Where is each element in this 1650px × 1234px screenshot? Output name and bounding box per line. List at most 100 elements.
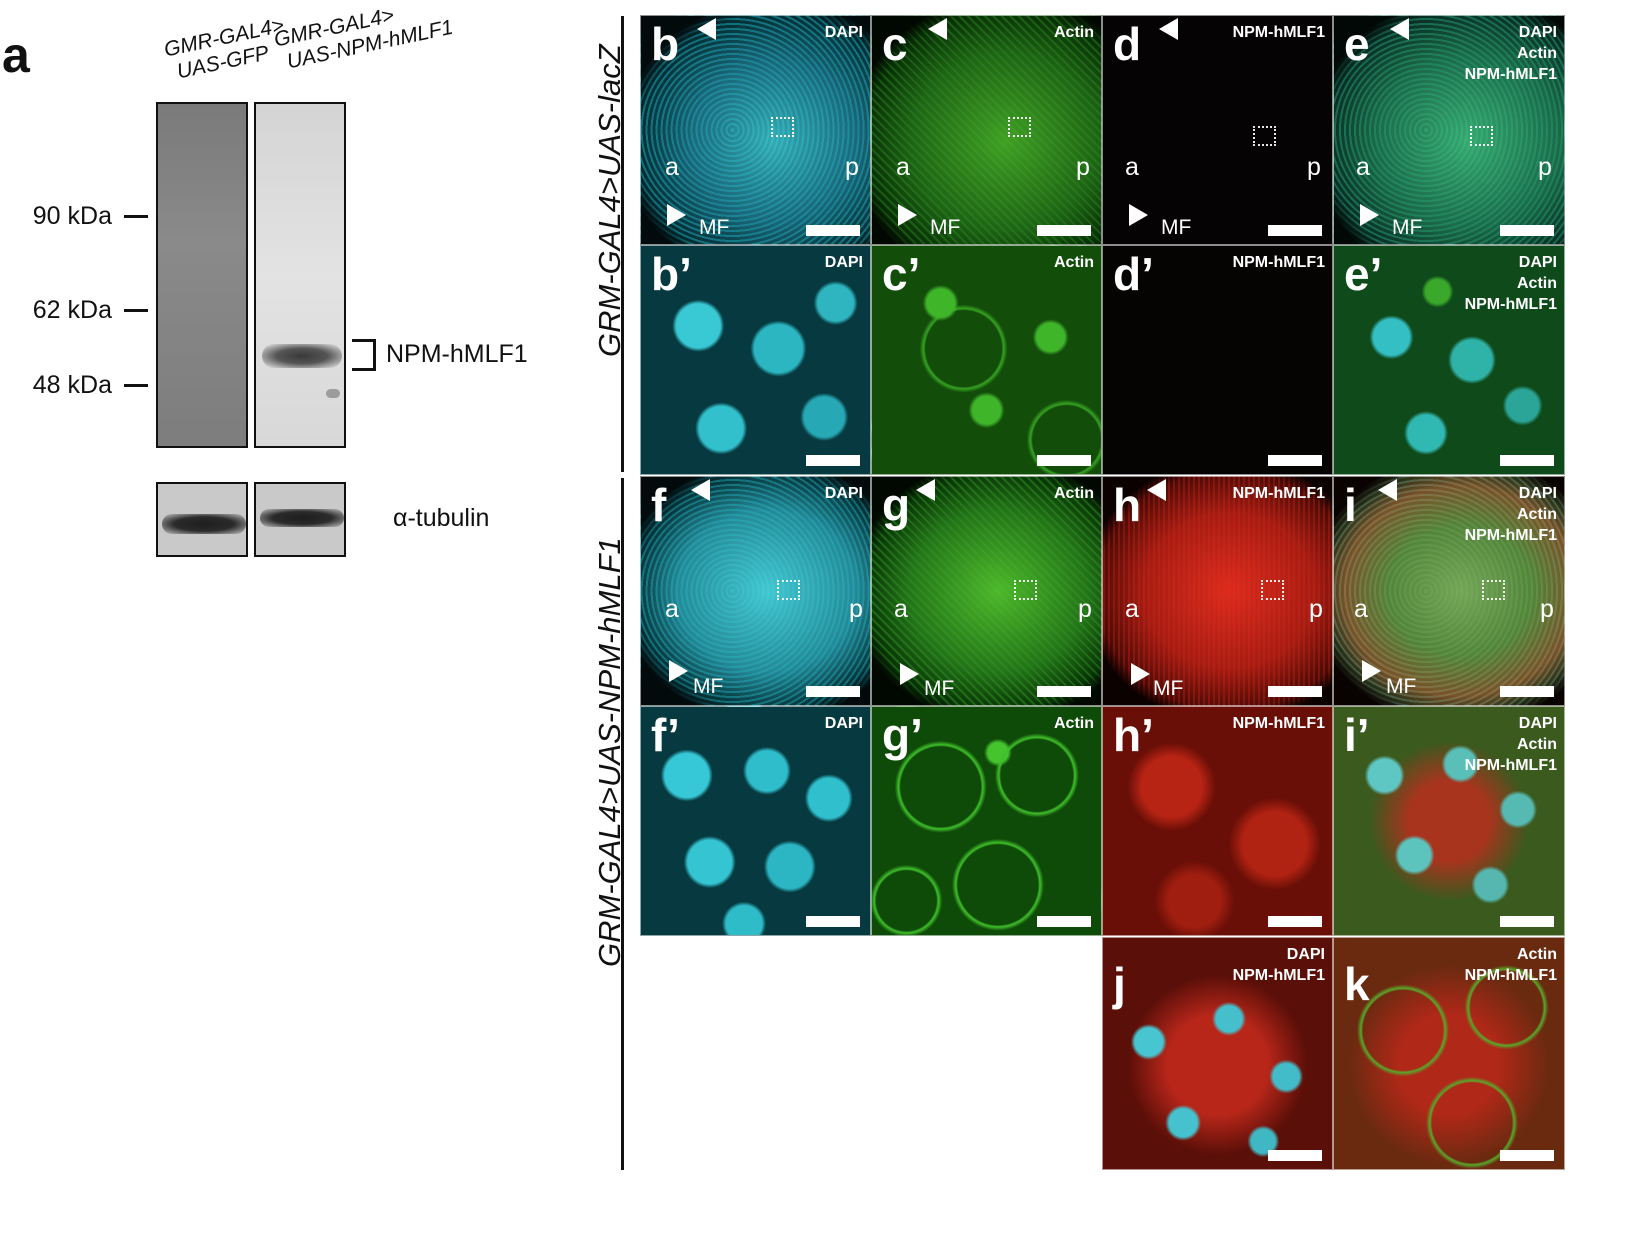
panel-letter-e: e (1344, 18, 1370, 70)
anterior-label-b: a (665, 153, 679, 181)
roi-box-d (1253, 126, 1276, 146)
scale-bar-c (1037, 225, 1091, 236)
stain-label-e-prime: DAPI Actin NPM-hMLF1 (1464, 254, 1557, 313)
posterior-label-h: p (1309, 595, 1323, 623)
panel-letter-j: j (1113, 958, 1126, 1010)
tile-g-prime-actin-zoom: g’ Actin (871, 706, 1102, 936)
tile-b-dapi-disc: b DAPI a p MF (640, 15, 871, 245)
marker-48kda-tick (124, 384, 148, 387)
marker-62kda-tick (124, 309, 148, 312)
roi-box-f (777, 580, 800, 600)
stain-label-b: DAPI (824, 24, 863, 41)
panel-letter-k: k (1344, 958, 1370, 1010)
tile-j-dapi-npm-zoom: j DAPI NPM-hMLF1 (1102, 937, 1333, 1170)
mf-label-c: MF (930, 216, 961, 239)
tile-e-prime-merge-zoom: e’ DAPI Actin NPM-hMLF1 (1333, 245, 1565, 475)
furrow-arrow-top-d (1159, 18, 1178, 40)
panel-letter-c-prime: c’ (882, 248, 921, 300)
marker-90kda: 90 kDa (32, 202, 112, 230)
lane-1-header: GMR-GAL4> UAS-GFP (162, 14, 291, 86)
scale-bar-g-prime (1037, 916, 1091, 927)
roi-box-h (1261, 580, 1284, 600)
mf-label-e: MF (1392, 216, 1423, 239)
tile-d-prime-npm-zoom: d’ NPM-hMLF1 (1102, 245, 1333, 475)
roi-box-c (1008, 117, 1031, 137)
panel-letter-d-prime: d’ (1113, 248, 1154, 300)
tile-i-prime-merge-zoom: i’ DAPI Actin NPM-hMLF1 (1333, 706, 1565, 936)
stain-label-b-prime: DAPI (824, 254, 863, 271)
panel-letter-g: g (882, 479, 911, 531)
furrow-arrow-bottom-h (1131, 663, 1150, 685)
tile-h-prime-npm-zoom: h’ NPM-hMLF1 (1102, 706, 1333, 936)
furrow-arrow-bottom-e (1360, 204, 1379, 226)
panel-letter-f-prime: f’ (651, 709, 680, 761)
stain-label-c: Actin (1054, 24, 1094, 41)
stain-label-d: NPM-hMLF1 (1232, 24, 1325, 41)
anterior-label-e: a (1356, 153, 1370, 181)
furrow-arrow-top-b (697, 18, 716, 40)
panel-letter-h: h (1113, 479, 1142, 531)
furrow-arrow-bottom-f (669, 660, 688, 682)
mf-label-h: MF (1153, 677, 1184, 700)
anterior-label-h: a (1125, 595, 1139, 623)
panel-letter-i-prime: i’ (1344, 709, 1370, 761)
scale-bar-k (1500, 1150, 1554, 1161)
furrow-arrow-bottom-c (898, 204, 917, 226)
tubulin-lane-gfp (156, 482, 248, 557)
lane-2-header: GMR-GAL4> UAS-NPM-hMLF1 (272, 0, 455, 76)
band-bracket (352, 339, 376, 371)
posterior-label-b: p (845, 153, 859, 181)
anterior-label-g: a (894, 595, 908, 623)
stain-label-j: DAPI NPM-hMLF1 (1232, 946, 1325, 984)
furrow-arrow-top-h (1147, 479, 1166, 501)
tile-k-actin-npm-zoom: k Actin NPM-hMLF1 (1333, 937, 1565, 1170)
stain-label-h: NPM-hMLF1 (1232, 485, 1325, 502)
furrow-arrow-bottom-d (1129, 204, 1148, 226)
posterior-label-g: p (1078, 595, 1092, 623)
panel-letter-f: f (651, 479, 667, 531)
stain-label-f-prime: DAPI (824, 715, 863, 732)
panel-letter-a: a (2, 27, 30, 83)
tile-d-npm-disc: d NPM-hMLF1 a p MF (1102, 15, 1333, 245)
marker-48kda: 48 kDa (32, 371, 112, 399)
scale-bar-g (1037, 686, 1091, 697)
roi-box-g (1014, 580, 1037, 600)
furrow-arrow-bottom-i (1362, 660, 1381, 682)
mf-label-g: MF (924, 677, 955, 700)
scale-bar-f-prime (806, 916, 860, 927)
roi-box-i (1482, 580, 1505, 600)
panel-letter-b: b (651, 18, 680, 70)
furrow-arrow-top-g (916, 479, 935, 501)
blot-spot (326, 389, 340, 398)
panel-letter-h-prime: h’ (1113, 709, 1154, 761)
mf-label-d: MF (1161, 216, 1192, 239)
panel-letter-c: c (882, 18, 908, 70)
mf-label-f: MF (693, 675, 724, 698)
blot-lane-gfp (156, 102, 248, 448)
blot-lane-npm-hmlf1 (254, 102, 346, 448)
marker-90kda-tick (124, 215, 148, 218)
tile-h-npm-disc: h NPM-hMLF1 a p MF (1102, 476, 1333, 706)
furrow-arrow-top-e (1390, 18, 1409, 40)
posterior-label-e: p (1538, 153, 1552, 181)
scale-bar-b (806, 225, 860, 236)
tile-f-prime-dapi-zoom: f’ DAPI (640, 706, 871, 936)
tile-c-actin-disc: c Actin a p MF (871, 15, 1102, 245)
stain-label-e: DAPI Actin NPM-hMLF1 (1464, 24, 1557, 83)
roi-box-b (771, 117, 794, 137)
panel-letter-g-prime: g’ (882, 709, 923, 761)
anterior-label-d: a (1125, 153, 1139, 181)
anterior-label-i: a (1354, 595, 1368, 623)
stain-label-c-prime: Actin (1054, 254, 1094, 271)
panel-letter-e-prime: e’ (1344, 248, 1383, 300)
furrow-arrow-top-i (1378, 479, 1397, 501)
mf-label-b: MF (699, 216, 730, 239)
scale-bar-e-prime (1500, 455, 1554, 466)
posterior-label-i: p (1540, 595, 1554, 623)
scale-bar-f (806, 686, 860, 697)
genotype-label-npm-hmlf1: GRM-GAL4>UAS-NPM-hMLF1 (592, 537, 627, 967)
stain-label-f: DAPI (824, 485, 863, 502)
panel-letter-b-prime: b’ (651, 248, 692, 300)
anterior-label-f: a (665, 595, 679, 623)
tile-i-merge-disc: i DAPI Actin NPM-hMLF1 a p MF (1333, 476, 1565, 706)
